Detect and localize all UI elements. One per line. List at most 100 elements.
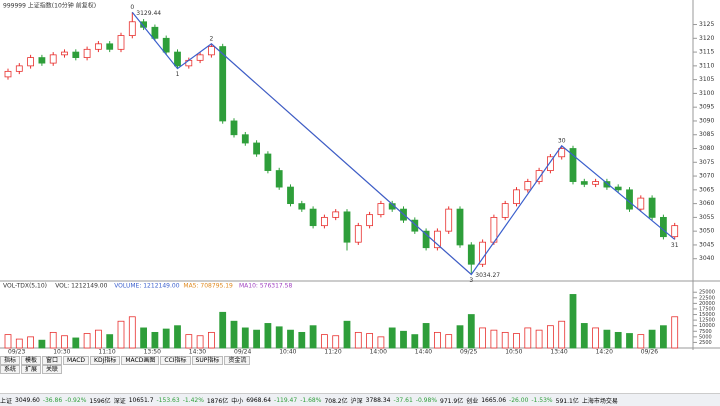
- volume-bar: [411, 334, 419, 349]
- y-tick-label: 22500: [699, 295, 715, 301]
- candle-body: [275, 170, 283, 188]
- y-tick-label: 3095: [699, 104, 714, 111]
- x-tick-label: 10:30: [53, 349, 70, 356]
- tab[interactable]: CCI指标: [160, 356, 191, 365]
- wave-label: 2: [209, 35, 213, 42]
- y-tick-label: 3125: [699, 21, 714, 28]
- candle-body: [61, 51, 68, 56]
- y-tick-label: 3110: [699, 62, 714, 69]
- volume-bar: [185, 334, 193, 349]
- tab[interactable]: MACD画图: [121, 356, 160, 365]
- volume-bar: [275, 326, 283, 349]
- text: 3788.34: [365, 396, 391, 404]
- tab[interactable]: 资金流: [224, 356, 251, 365]
- text: -1.68%: [300, 396, 322, 404]
- candle-body: [558, 148, 566, 158]
- volume-bar: [614, 331, 622, 349]
- tab[interactable]: KDJ指标: [90, 356, 121, 365]
- volume-bar: [83, 333, 91, 349]
- y-tick-label: 5000: [699, 334, 712, 340]
- volume-bar: [671, 316, 679, 349]
- volume-bar: [219, 311, 227, 349]
- tab[interactable]: SUP指标: [191, 356, 224, 365]
- candle-body: [4, 70, 12, 78]
- volume-bar: [467, 314, 475, 349]
- volume-bar: [196, 335, 204, 349]
- volume-bar: [4, 334, 12, 349]
- text: -119.47: [274, 396, 298, 404]
- x-tick-label: 11:10: [98, 349, 115, 356]
- text: 深证: [113, 397, 126, 405]
- candle-body: [174, 51, 181, 67]
- volume-bar: [320, 334, 328, 349]
- volume-bar: [377, 336, 385, 349]
- volume-bar: [174, 325, 181, 349]
- volume-bar: [15, 338, 23, 349]
- candle-body: [660, 216, 667, 238]
- volume-bar: [456, 325, 464, 349]
- volume-bar: [388, 327, 396, 349]
- candle-body: [253, 142, 261, 155]
- x-tick-label: 09/24: [234, 349, 251, 356]
- candle-body: [287, 186, 294, 205]
- candle-body: [456, 208, 464, 246]
- tab[interactable]: 窗口: [42, 356, 63, 365]
- candle-body: [106, 43, 114, 50]
- candle-body: [38, 57, 46, 64]
- text: 10651.7: [128, 396, 154, 404]
- candle-body: [671, 225, 679, 238]
- candle-body: [445, 208, 453, 232]
- candle-body: [196, 54, 204, 61]
- text: 3049.60: [15, 396, 40, 404]
- volume-bar: [162, 328, 170, 349]
- candle-body: [128, 21, 136, 36]
- volume-bar: [117, 320, 125, 349]
- volume-bar: [106, 334, 114, 349]
- volume-bar: [626, 333, 633, 349]
- tab[interactable]: MACD: [63, 356, 90, 365]
- text: -37.61: [393, 396, 413, 404]
- wave-label: 0: [130, 4, 134, 11]
- volume-bar: [151, 331, 159, 349]
- y-tick-label: 3115: [699, 49, 714, 56]
- volume-bar: [433, 331, 441, 349]
- candle-body: [15, 65, 23, 72]
- tab[interactable]: 模板: [21, 356, 42, 365]
- y-tick-label: 20000: [699, 301, 715, 307]
- candle-body: [354, 225, 362, 243]
- tab[interactable]: 扩展: [21, 365, 42, 374]
- text: 上证: [0, 397, 13, 405]
- volume-bar: [309, 325, 317, 349]
- volume-bar: [49, 331, 57, 349]
- text: 沪深: [350, 397, 363, 405]
- x-tick-label: 09/25: [460, 349, 477, 356]
- candle-body: [524, 181, 532, 191]
- y-tick-label: 3100: [699, 90, 714, 97]
- volume-bar: [580, 323, 588, 349]
- volume-bar: [287, 329, 294, 349]
- chart-title: 999999 上证指数(10分钟 前复权): [3, 2, 96, 10]
- candle-body: [309, 208, 317, 227]
- volume-bar: [479, 327, 487, 349]
- candle-body: [569, 148, 577, 182]
- y-tick-label: 3045: [699, 241, 714, 248]
- x-tick-label: 11:20: [324, 349, 341, 356]
- text: 591.1亿: [555, 397, 579, 405]
- text: -0.98%: [415, 396, 438, 404]
- candle-body: [72, 51, 80, 58]
- volume-bar: [366, 333, 374, 349]
- tab[interactable]: 系统: [0, 365, 21, 374]
- volume-bar: [558, 320, 566, 349]
- y-tick-label: 3080: [699, 145, 714, 152]
- tab[interactable]: 指标: [0, 356, 21, 365]
- volume-bar: [648, 329, 656, 349]
- candle-body: [83, 48, 91, 58]
- text: 1876亿: [206, 397, 229, 405]
- y-tick-label: 7500: [699, 329, 712, 335]
- y-tick-label: 17500: [699, 306, 715, 312]
- candle-body: [117, 35, 125, 50]
- candle-body: [207, 46, 215, 56]
- candle-body: [219, 46, 227, 122]
- tab[interactable]: 关联: [42, 365, 63, 374]
